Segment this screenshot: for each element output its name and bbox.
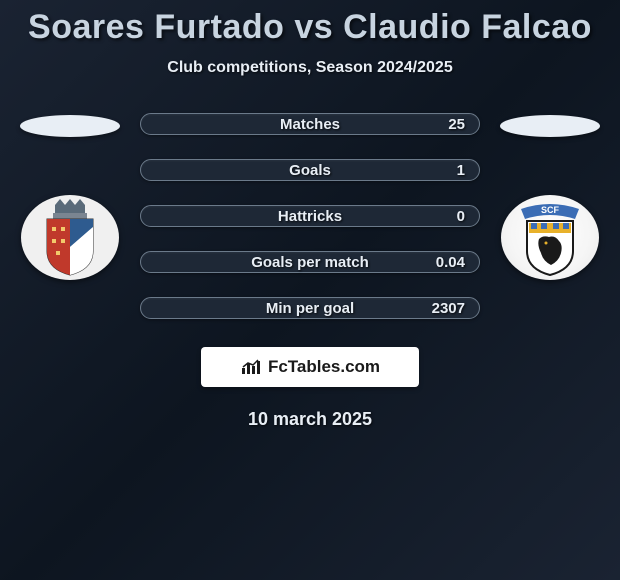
stat-bar-matches: Matches 25 <box>140 113 480 135</box>
stat-right-value: 1 <box>457 162 465 179</box>
club-badge-left <box>21 195 119 280</box>
main-row: Matches 25 Goals 1 Hattricks 0 Goals per… <box>0 115 620 319</box>
stat-label: Matches <box>280 116 340 133</box>
chart-icon <box>240 358 262 376</box>
player-right-oval <box>500 115 600 137</box>
brand-box[interactable]: FcTables.com <box>201 347 419 387</box>
stats-column: Matches 25 Goals 1 Hattricks 0 Goals per… <box>140 113 480 319</box>
stat-bar-gpm: Goals per match 0.04 <box>140 251 480 273</box>
stat-label: Hattricks <box>278 208 342 225</box>
stat-bar-mpg: Min per goal 2307 <box>140 297 480 319</box>
club-badge-right: SCF <box>501 195 599 280</box>
stat-label: Goals <box>289 162 331 179</box>
date-text: 10 march 2025 <box>0 409 620 430</box>
page-subtitle: Club competitions, Season 2024/2025 <box>0 59 620 77</box>
stat-right-value: 2307 <box>432 300 465 317</box>
stat-label: Goals per match <box>251 254 369 271</box>
page-title: Soares Furtado vs Claudio Falcao <box>0 8 620 47</box>
player-left-oval <box>20 115 120 137</box>
stat-bar-hattricks: Hattricks 0 <box>140 205 480 227</box>
stat-right-value: 0.04 <box>436 254 465 271</box>
crest-label: SCF <box>541 205 560 215</box>
crest-icon: SCF <box>501 195 599 280</box>
stat-right-value: 25 <box>448 116 465 133</box>
shield-icon <box>35 199 105 277</box>
right-player-col: SCF <box>500 115 600 280</box>
left-player-col <box>20 115 120 280</box>
stat-right-value: 0 <box>457 208 465 225</box>
stat-label: Min per goal <box>266 300 354 317</box>
stat-bar-goals: Goals 1 <box>140 159 480 181</box>
root: Soares Furtado vs Claudio Falcao Club co… <box>0 0 620 430</box>
brand-text: FcTables.com <box>268 357 380 377</box>
